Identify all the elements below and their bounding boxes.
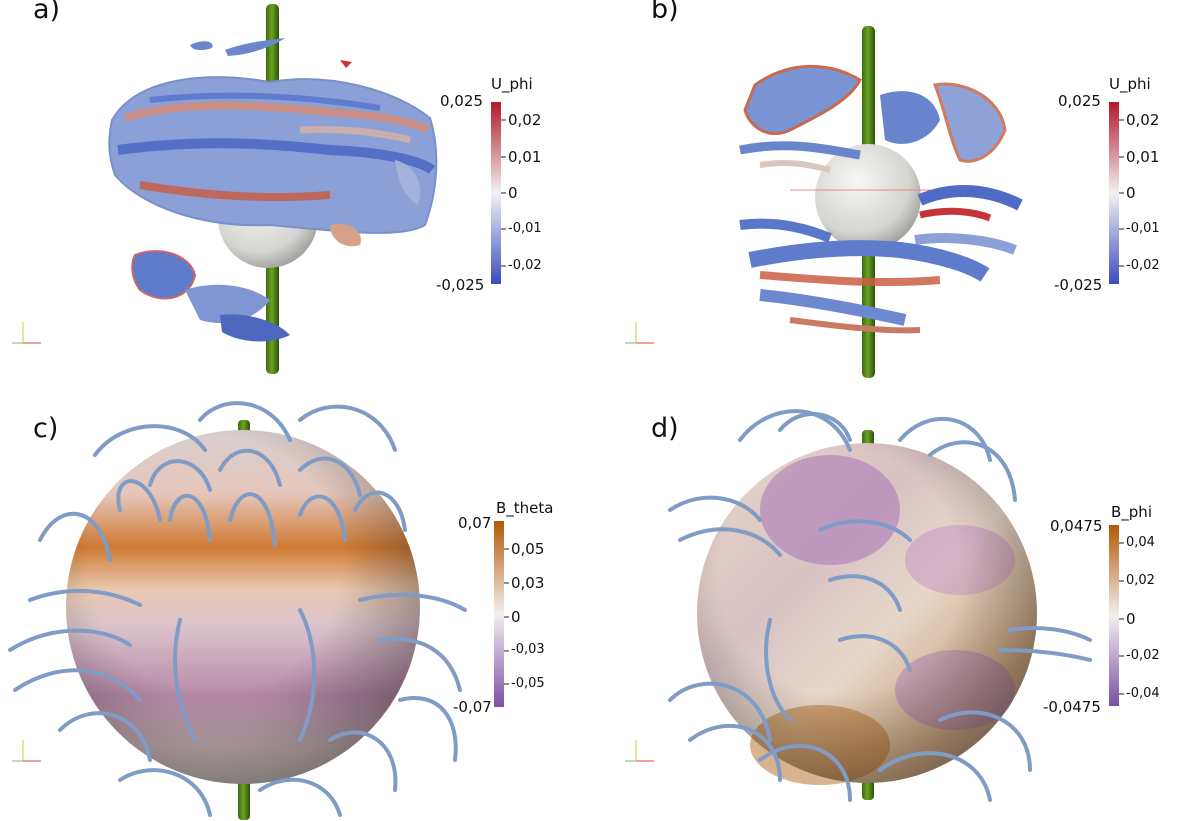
colorbar-a-tick: 0,01 [508, 148, 542, 166]
axes-triad [12, 322, 41, 344]
colorbar-b-tick: 0 [1126, 184, 1136, 202]
field-lines [668, 409, 1092, 802]
panel-label-b: b) [651, 0, 679, 25]
colorbar-c-max: 0,07 [458, 514, 492, 532]
panel-d-render [625, 409, 1092, 802]
inner-sphere [815, 144, 921, 250]
colorbar-c-tick: -0,03 [511, 642, 545, 657]
colorbar-b-tick: -0,01 [1126, 221, 1160, 236]
panel-label-d: d) [651, 413, 679, 444]
colorbar-d [1109, 525, 1119, 706]
colorbar-c-tick: -0,05 [511, 676, 545, 691]
isosurface-blob [131, 250, 197, 300]
colorbar-a-tick: 0 [508, 184, 518, 202]
colorbar-c-title: B_theta [496, 499, 554, 517]
colorbar-d-min: -0,0475 [1043, 698, 1101, 716]
colorbar-d-title: B_phi [1111, 503, 1152, 521]
axes-triad [625, 322, 654, 344]
colorbar-a-tick: -0,01 [508, 221, 542, 236]
panel-c-render [8, 401, 467, 820]
colorbar-a-title: U_phi [491, 75, 533, 93]
colorbar-a [491, 102, 501, 284]
axes-triad [625, 740, 654, 762]
colorbar-c [494, 521, 504, 707]
colorbar-d-tick: -0,02 [1126, 648, 1160, 663]
colorbar-a-tick: -0,02 [508, 258, 542, 273]
colorbar-a-tick: 0,02 [508, 111, 542, 129]
colorbar-d-max: 0,0475 [1050, 517, 1103, 535]
colorbar-d-tick: -0,04 [1126, 686, 1160, 701]
colorbar-c-min: -0,07 [453, 698, 492, 716]
colorbar-b-max: 0,025 [1058, 92, 1101, 110]
panel-label-a: a) [33, 0, 61, 25]
colorbar-b-tick: -0,02 [1126, 258, 1160, 273]
colorbar-b [1109, 102, 1119, 284]
panel-b-render [625, 26, 1023, 378]
colorbar-b-tick: 0,01 [1126, 148, 1160, 166]
panel-a-render [12, 4, 438, 374]
field-lines [8, 401, 467, 817]
colorbar-c-tick: 0,03 [511, 574, 545, 592]
colorbar-a-min: -0,025 [436, 276, 485, 294]
colorbar-d-tick: 0,02 [1126, 573, 1155, 588]
colorbar-d-tick: 0 [1126, 610, 1136, 628]
axes-triad [12, 740, 41, 762]
colorbar-c-tick: 0 [511, 608, 521, 626]
colorbar-b-tick: 0,02 [1126, 111, 1160, 129]
colorbar-a-max: 0,025 [440, 92, 483, 110]
colorbar-c-tick: 0,05 [511, 540, 545, 558]
colorbar-b-min: -0,025 [1054, 276, 1103, 294]
colorbar-b-title: U_phi [1109, 75, 1151, 93]
panel-label-c: c) [33, 413, 59, 444]
colorbar-d-tick: 0,04 [1126, 535, 1155, 550]
